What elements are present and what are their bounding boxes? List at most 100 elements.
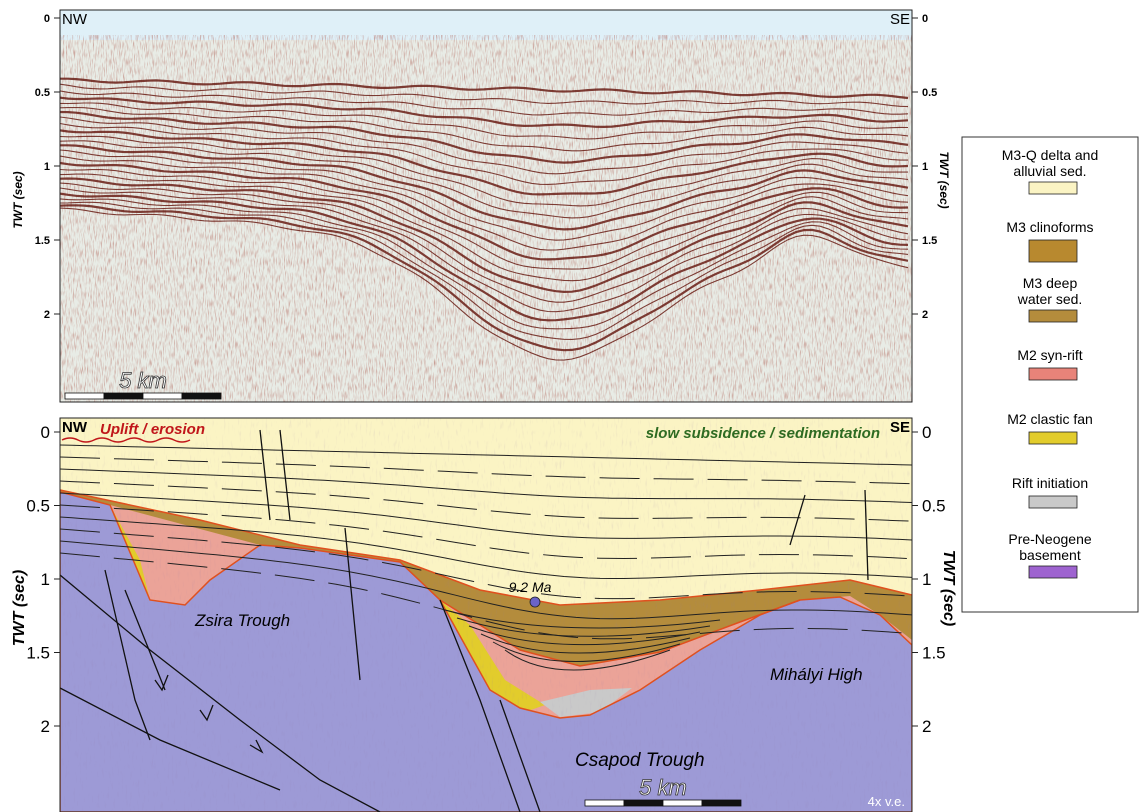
- tick-label: 0: [922, 423, 931, 442]
- horizon: [60, 504, 912, 560]
- reflector: [60, 83, 909, 108]
- legend-label: M2 syn-rift: [1017, 347, 1082, 363]
- legend-swatch: [1028, 495, 1078, 509]
- scale-label: 5 km: [119, 368, 167, 393]
- legend-label: M2 clastic fan: [1007, 411, 1093, 427]
- axis-label: TWT (sec): [937, 151, 951, 208]
- horizon: [492, 641, 681, 662]
- scale-segment: [701, 799, 742, 807]
- reflector: [60, 192, 909, 322]
- scale-segment: [142, 392, 183, 400]
- reflector: [60, 129, 909, 196]
- tick-label: 2: [44, 309, 50, 321]
- horizon: [60, 552, 912, 640]
- legend-swatch: [1028, 367, 1078, 381]
- tick-label: 2: [922, 717, 931, 736]
- reflector: [60, 177, 909, 294]
- reflector: [60, 102, 909, 140]
- horizon: [60, 456, 912, 485]
- legend-swatch: [1028, 181, 1078, 195]
- annotation: Uplift / erosion: [100, 421, 205, 438]
- tick-label: 0: [44, 13, 50, 25]
- reflector: [60, 201, 909, 340]
- reflector: [60, 204, 909, 352]
- tick-label: 0.5: [26, 496, 50, 515]
- tick-label: 0.5: [35, 87, 50, 99]
- tick-label: 1: [44, 161, 50, 173]
- horizon: [60, 480, 912, 522]
- scale-segment: [103, 392, 144, 400]
- annotation: Zsira Trough: [194, 611, 290, 630]
- tick-label: 0.5: [922, 87, 937, 99]
- tick-label: 1.5: [922, 643, 946, 662]
- reflector: [60, 77, 909, 100]
- annotation: Mihályi High: [770, 665, 863, 684]
- corner-label: SE: [890, 11, 910, 28]
- horizon: [504, 649, 671, 671]
- scale-segment: [623, 799, 664, 807]
- horizon: [468, 625, 701, 646]
- tick-label: 1.5: [922, 235, 937, 247]
- reflector: [60, 155, 909, 251]
- tick-label: 0.5: [922, 496, 946, 515]
- horizon: [444, 609, 721, 629]
- reflector: [60, 168, 909, 270]
- horizon: [60, 516, 912, 579]
- horizon: [60, 444, 912, 466]
- interpretation-panel: [60, 418, 912, 812]
- reflector: [60, 140, 909, 219]
- annotation: slow subsidence / sedimentation: [646, 425, 880, 442]
- reflector: [60, 96, 909, 129]
- horizon: [60, 528, 912, 600]
- scale-segment: [662, 799, 703, 807]
- seismic-panel: [60, 10, 912, 402]
- legend-label: M3-Q delta and alluvial sed.: [1002, 147, 1099, 179]
- annotation: Csapod Trough: [575, 750, 705, 771]
- horizon: [60, 468, 912, 503]
- tick-label: 0: [41, 423, 50, 442]
- scale-label: 5 km: [639, 775, 687, 800]
- legend-swatch: [1028, 565, 1078, 579]
- corner-label: NW: [62, 11, 88, 28]
- tick-label: 1: [922, 570, 931, 589]
- reflector: [60, 110, 909, 164]
- scale-segment: [64, 392, 105, 400]
- legend-label: M3 clinoforms: [1006, 219, 1093, 235]
- scale-segment: [181, 392, 222, 400]
- tick-label: 0: [922, 13, 928, 25]
- horizon: [60, 540, 912, 620]
- horizon: [60, 492, 912, 541]
- legend-swatch: [1028, 431, 1078, 445]
- reflector: [60, 135, 909, 207]
- reflector: [60, 106, 909, 152]
- reflector: [60, 182, 909, 303]
- annotation: 9.2 Ma: [509, 579, 552, 595]
- legend-label: M3 deep water sed.: [1017, 275, 1083, 307]
- tick-label: 1: [41, 570, 50, 589]
- tick-label: 2: [922, 309, 928, 321]
- horizon: [456, 617, 711, 637]
- legend-swatch: [1028, 239, 1078, 263]
- legend-swatch: [1028, 309, 1078, 323]
- reflector: [60, 207, 909, 361]
- corner-label: NW: [62, 419, 88, 436]
- reflector: [60, 149, 909, 241]
- annotation: 4x v.e.: [868, 794, 905, 809]
- axis-label: TWT (sec): [11, 171, 25, 228]
- tick-label: 1.5: [35, 235, 50, 247]
- legend-label: Rift initiation: [1012, 475, 1088, 491]
- tick-label: 1: [922, 161, 928, 173]
- horizon: [480, 633, 691, 654]
- axis-label: TWT (sec): [940, 550, 957, 626]
- tick-label: 2: [41, 717, 50, 736]
- tick-label: 1.5: [26, 643, 50, 662]
- reflector: [60, 144, 909, 231]
- reflector: [60, 187, 909, 313]
- reflector: [60, 161, 909, 261]
- scale-segment: [584, 799, 625, 807]
- reflector: [60, 122, 908, 185]
- reflector: [60, 198, 909, 330]
- legend-label: Pre-Neogene basement: [1008, 531, 1091, 563]
